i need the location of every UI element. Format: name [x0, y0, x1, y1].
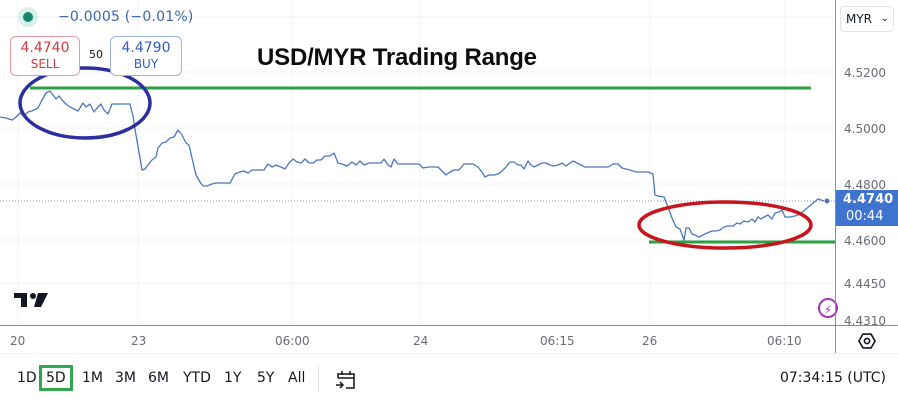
price-chart[interactable] — [0, 0, 835, 325]
currency-selector[interactable]: MYR ⌄ — [840, 6, 894, 32]
time-tick: 06:00 — [275, 334, 310, 348]
chart-area[interactable] — [0, 0, 835, 325]
sell-label: SELL — [30, 57, 60, 71]
price-tick: 4.4450 — [844, 277, 886, 291]
price-change: −0.0005 (−0.01%) — [58, 9, 194, 25]
spread-value: 50 — [89, 48, 103, 61]
top-range-ellipse — [18, 66, 152, 140]
gear-hex-icon[interactable] — [857, 331, 877, 351]
time-tick: 23 — [131, 334, 147, 348]
price-tick: 4.4600 — [844, 234, 886, 248]
market-status-indicator — [18, 7, 38, 27]
sell-price: 4.4740 — [20, 40, 70, 56]
timeframe-5d[interactable]: 5D — [39, 365, 73, 391]
chevron-down-icon: ⌄ — [880, 13, 889, 24]
buy-price: 4.4790 — [121, 40, 171, 56]
price-line — [0, 90, 825, 241]
price-tick: 4.4800 — [844, 178, 886, 192]
lightning-icon[interactable]: ⚡︎ — [818, 298, 838, 318]
time-tick: 20 — [10, 334, 26, 348]
timeframe-ytd[interactable]: YTD — [183, 370, 211, 386]
timeframe-6m[interactable]: 6M — [148, 370, 169, 386]
chart-annotation-title: USD/MYR Trading Range — [257, 44, 537, 71]
axis-divider — [835, 326, 836, 354]
time-axis[interactable]: 20 23 06:00 24 06:15 26 06:10 — [0, 325, 898, 354]
timeframe-all[interactable]: All — [288, 370, 306, 386]
time-tick: 06:10 — [767, 334, 802, 348]
buy-button[interactable]: 4.4790 BUY — [110, 36, 182, 76]
tradingview-logo-icon[interactable] — [14, 291, 50, 309]
bottom-toolbar: 1D 5D 1M 3M 6M YTD 1Y 5Y All 07:34:15 (U… — [0, 353, 898, 404]
currency-label: MYR — [846, 12, 873, 26]
price-tick: 4.5200 — [844, 66, 886, 80]
calendar-goto-icon[interactable] — [334, 368, 358, 392]
timeframe-5y[interactable]: 5Y — [257, 370, 275, 386]
toolbar-divider — [318, 366, 319, 392]
timeframe-1m[interactable]: 1M — [82, 370, 103, 386]
buy-label: BUY — [133, 57, 159, 71]
time-tick: 06:15 — [540, 334, 575, 348]
bar-countdown: 00:44 — [846, 209, 884, 224]
time-tick: 26 — [642, 334, 658, 348]
price-tick: 4.4310 — [844, 314, 886, 328]
utc-clock[interactable]: 07:34:15 (UTC) — [779, 370, 886, 386]
current-price: 4.4740 — [843, 192, 894, 207]
market-open-dot — [23, 12, 33, 22]
timeframe-1y[interactable]: 1Y — [224, 370, 242, 386]
bottom-range-ellipse — [637, 200, 813, 250]
sell-button[interactable]: 4.4740 SELL — [10, 36, 80, 76]
last-price-dot — [824, 198, 830, 204]
price-axis[interactable]: 4.5200 4.5000 4.4800 4.4600 4.4450 4.431… — [835, 0, 898, 328]
time-tick: 24 — [413, 334, 429, 348]
timeframe-3m[interactable]: 3M — [115, 370, 136, 386]
current-price-tag: 4.4740 00:44 — [836, 190, 898, 226]
timeframe-1d[interactable]: 1D — [17, 370, 37, 386]
price-tick: 4.5000 — [844, 122, 886, 136]
